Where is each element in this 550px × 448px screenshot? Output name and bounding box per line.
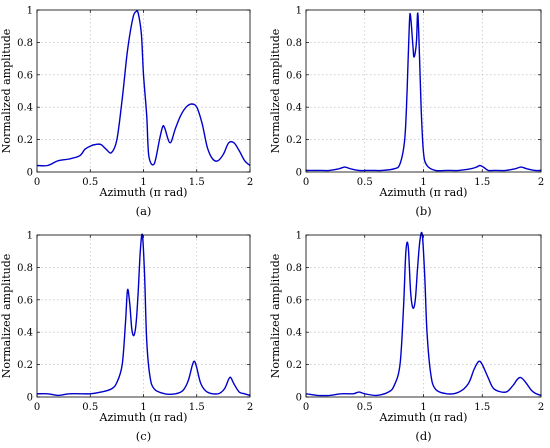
x-axis-label: Azimuth (π rad) — [99, 186, 188, 199]
x-tick-label: 1.5 — [189, 402, 205, 413]
axes-frame — [36, 234, 251, 398]
y-tick-label: 0.4 — [286, 328, 302, 339]
x-tick-label: 0 — [303, 402, 309, 413]
x-tick-label: 0 — [34, 402, 40, 413]
y-tick-label: 0 — [27, 393, 33, 404]
x-axis-label: Azimuth (π rad) — [99, 411, 188, 424]
y-tick-label: 0.2 — [17, 135, 33, 146]
y-tick-label: 1 — [27, 6, 33, 17]
x-tick-label: 2 — [538, 177, 544, 188]
y-tick-label: 1 — [296, 231, 302, 242]
panel-caption: (d) — [415, 429, 431, 443]
x-tick-label: 2 — [247, 402, 253, 413]
y-tick-label: 0.4 — [286, 103, 302, 114]
series-line — [306, 12, 542, 172]
y-tick-label: 0.6 — [286, 70, 302, 81]
x-tick-label: 0 — [34, 177, 40, 188]
y-tick-label: 0.8 — [17, 263, 33, 274]
series-line — [36, 10, 251, 167]
panel-caption: (c) — [136, 429, 151, 443]
panel-caption: (a) — [136, 204, 152, 218]
axes-frame — [305, 234, 542, 398]
series-line — [36, 233, 251, 397]
panel-caption: (b) — [415, 204, 431, 218]
y-tick-label: 0.4 — [17, 328, 33, 339]
x-tick-label: 0.5 — [82, 177, 98, 188]
y-axis-label: Normalized amplitude — [269, 29, 282, 154]
x-tick-label: 0.5 — [82, 402, 98, 413]
x-tick-label: 2 — [247, 177, 253, 188]
axes-frame — [36, 9, 251, 173]
axes-frame — [305, 9, 542, 173]
y-tick-label: 0.2 — [286, 360, 302, 371]
x-tick-label: 0 — [303, 177, 309, 188]
y-tick-label: 0.6 — [286, 295, 302, 306]
y-tick-label: 0.8 — [286, 263, 302, 274]
x-tick-label: 1 — [140, 177, 146, 188]
x-tick-label: 2 — [538, 402, 544, 413]
y-tick-label: 0 — [27, 168, 33, 179]
x-tick-label: 0.5 — [357, 402, 373, 413]
x-axis-label: Azimuth (π rad) — [379, 411, 468, 424]
y-tick-label: 0.8 — [286, 38, 302, 49]
y-axis-label: Normalized amplitude — [0, 254, 13, 379]
x-tick-label: 1 — [140, 402, 146, 413]
y-tick-label: 1 — [27, 231, 33, 242]
x-axis-label: Azimuth (π rad) — [379, 186, 468, 199]
x-tick-label: 1.5 — [189, 177, 205, 188]
x-tick-label: 1.5 — [474, 177, 490, 188]
y-tick-label: 0 — [296, 168, 302, 179]
y-axis-label: Normalized amplitude — [0, 29, 13, 154]
series-line — [305, 231, 542, 397]
y-tick-label: 0.8 — [17, 38, 33, 49]
x-tick-label: 0.5 — [357, 177, 373, 188]
y-tick-label: 0.4 — [17, 103, 33, 114]
y-axis-label: Normalized amplitude — [269, 254, 282, 379]
y-tick-label: 0 — [296, 393, 302, 404]
y-tick-label: 0.2 — [286, 135, 302, 146]
y-tick-label: 0.6 — [17, 70, 33, 81]
x-tick-label: 1.5 — [474, 402, 490, 413]
y-tick-label: 1 — [296, 6, 302, 17]
y-tick-label: 0.6 — [17, 295, 33, 306]
x-tick-label: 1 — [420, 402, 426, 413]
x-tick-label: 1 — [420, 177, 426, 188]
y-tick-label: 0.2 — [17, 360, 33, 371]
